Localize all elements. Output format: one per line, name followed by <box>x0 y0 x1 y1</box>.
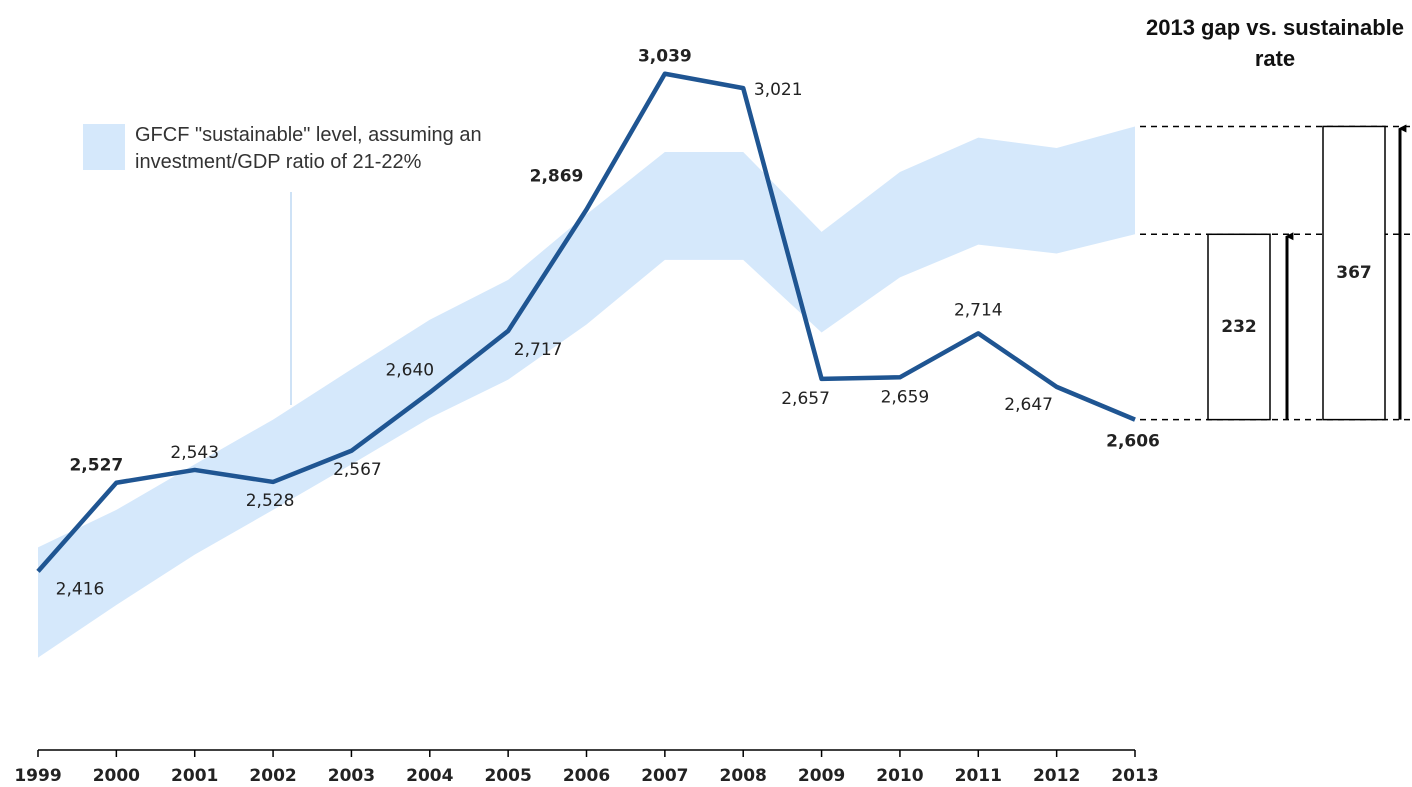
gfcf-line <box>36 71 1136 573</box>
value-label: 2,647 <box>1004 395 1053 415</box>
x-tick-label: 2010 <box>876 766 923 786</box>
x-tick-label: 2013 <box>1111 766 1158 786</box>
value-label: 3,039 <box>638 47 692 67</box>
value-label: 2,543 <box>170 443 219 463</box>
value-label: 2,567 <box>333 460 382 480</box>
gap-label: 232 <box>1221 317 1257 337</box>
value-label: 2,606 <box>1106 432 1160 452</box>
sustainable-band <box>38 126 1135 658</box>
x-tick-label: 2005 <box>484 766 531 786</box>
value-label: 2,714 <box>954 300 1003 320</box>
gap-title: 2013 gap vs. sustainable rate <box>1145 15 1405 71</box>
x-tick-label: 2008 <box>720 766 767 786</box>
gap-bar <box>1322 125 1386 421</box>
legend-swatch <box>83 124 125 170</box>
value-label: 2,527 <box>69 456 123 476</box>
value-label: 3,021 <box>754 80 803 100</box>
x-tick-label: 2009 <box>798 766 845 786</box>
gap-bar <box>1207 233 1271 421</box>
x-tick-label: 2004 <box>406 766 453 786</box>
gap-label: 367 <box>1336 263 1372 283</box>
value-label: 2,657 <box>781 389 830 409</box>
x-tick-label: 2001 <box>171 766 218 786</box>
x-tick-label: 2007 <box>641 766 688 786</box>
value-label: 2,717 <box>514 340 563 360</box>
value-label: 2,416 <box>56 579 105 599</box>
value-label: 2,659 <box>881 387 930 407</box>
x-tick-label: 2003 <box>328 766 375 786</box>
value-label: 2,869 <box>530 167 584 187</box>
value-label: 2,528 <box>246 491 295 511</box>
legend-label: GFCF "sustainable" level, assuming an in… <box>135 124 482 173</box>
x-tick-label: 2011 <box>955 766 1002 786</box>
x-tick-label: 2012 <box>1033 766 1080 786</box>
x-tick-label: 2002 <box>249 766 296 786</box>
x-tick-label: 2006 <box>563 766 610 786</box>
x-tick-label: 1999 <box>14 766 61 786</box>
value-label: 2,640 <box>385 360 434 380</box>
x-tick-label: 2000 <box>93 766 140 786</box>
